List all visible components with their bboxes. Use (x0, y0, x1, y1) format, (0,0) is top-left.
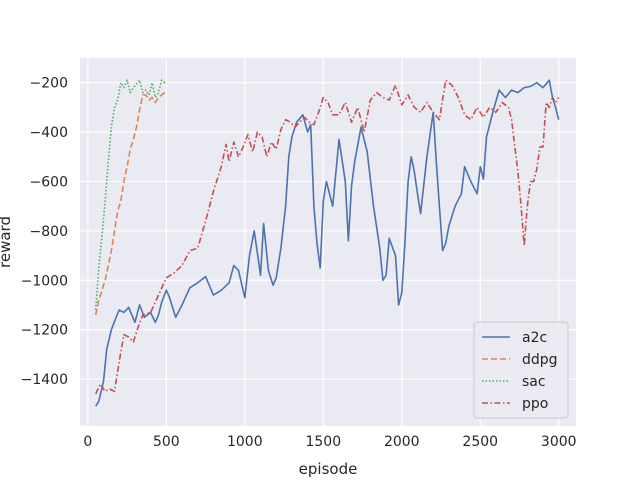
legend: a2c ddpg sac ppo (473, 321, 569, 419)
y-tick-label: −1200 (21, 323, 68, 339)
y-tick-label: −800 (30, 224, 68, 240)
series-line-ddpg (94, 89, 167, 316)
series-line-sac (94, 79, 167, 310)
series-line-ppo (94, 79, 560, 395)
x-tick-label: 3000 (541, 434, 577, 450)
series-line-a2c (95, 79, 560, 407)
y-tick-label: −400 (30, 125, 68, 141)
x-tick-label: 1500 (305, 434, 341, 450)
x-tick-label: 0 (83, 434, 92, 450)
legend-box (473, 321, 569, 419)
series-lines (94, 79, 560, 407)
y-axis-label: reward (0, 216, 14, 268)
y-tick-label: −1400 (21, 372, 68, 388)
y-axis-ticks: −1400 −1200 −1000 −800 −600 −400 −200 (21, 76, 68, 388)
x-tick-label: 2500 (462, 434, 498, 450)
y-tick-label: −1000 (21, 273, 68, 289)
x-tick-label: 500 (153, 434, 180, 450)
x-tick-label: 2000 (384, 434, 420, 450)
x-axis-ticks: 0 500 1000 1500 2000 2500 3000 (83, 434, 576, 450)
legend-label-ddpg: ddpg (522, 352, 558, 368)
y-tick-label: −600 (30, 174, 68, 190)
x-axis-label: episode (299, 460, 358, 478)
legend-label-ppo: ppo (522, 396, 548, 412)
legend-label-a2c: a2c (522, 330, 547, 346)
x-tick-label: 1000 (227, 434, 263, 450)
y-tick-label: −200 (30, 76, 68, 92)
legend-label-sac: sac (522, 374, 546, 390)
